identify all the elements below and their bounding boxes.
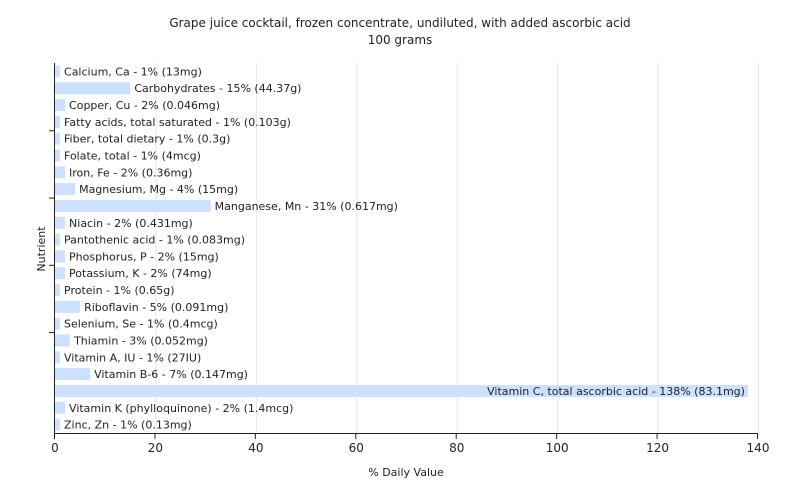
x-tick-label: 60 — [349, 441, 364, 455]
x-tick-label: 120 — [646, 441, 669, 455]
x-tick-label: 100 — [546, 441, 569, 455]
bar — [55, 99, 66, 112]
bar — [55, 250, 66, 263]
bar — [55, 183, 76, 196]
bar — [55, 384, 748, 397]
bar — [55, 82, 131, 95]
bar-label: Thiamin - 3% (0.052mg) — [73, 335, 208, 348]
bar — [55, 65, 61, 78]
bar-label: Carbohydrates - 15% (44.37g) — [134, 82, 301, 95]
x-tick-label: 0 — [51, 441, 59, 455]
x-tick-label: 80 — [449, 441, 464, 455]
bar — [55, 267, 66, 280]
x-tick-label: 40 — [248, 441, 263, 455]
bar — [55, 284, 61, 297]
bar-label: Vitamin A, IU - 1% (27IU) — [64, 351, 201, 364]
grid-lines — [155, 63, 759, 433]
y-axis-label: Nutrient — [35, 226, 48, 272]
bar — [55, 199, 211, 212]
bar — [55, 368, 91, 381]
bar-label: Fiber, total dietary - 1% (0.3g) — [64, 133, 230, 146]
bar — [55, 351, 61, 364]
bar-label: Vitamin K (phylloquinone) - 2% (1.4mcg) — [69, 402, 293, 415]
bar — [55, 317, 61, 330]
x-tick-label: 20 — [148, 441, 163, 455]
bar-label: Calcium, Ca - 1% (13mg) — [64, 65, 202, 78]
bar — [55, 401, 66, 414]
axes: 0 20 40 60 80 100 120 140 — [49, 63, 769, 455]
bar-label: Phosphorus, P - 2% (15mg) — [69, 250, 219, 263]
x-tick-label: 140 — [747, 441, 770, 455]
bar — [55, 418, 61, 431]
bars: Calcium, Ca - 1% (13mg) Carbohydrates - 1… — [55, 65, 748, 432]
bar — [55, 149, 61, 162]
bar-label: Magnesium, Mg - 4% (15mg) — [79, 183, 238, 196]
bar-label: Zinc, Zn - 1% (0.13mg) — [64, 419, 192, 432]
bar-label: Potassium, K - 2% (74mg) — [69, 267, 212, 280]
chart-subtitle: 100 grams — [368, 33, 433, 47]
bar — [55, 132, 61, 145]
bar — [55, 166, 66, 179]
bar-label: Riboflavin - 5% (0.091mg) — [84, 301, 228, 314]
bar — [55, 216, 66, 229]
bar — [55, 233, 61, 246]
bar — [55, 115, 61, 128]
bar-label: Pantothenic acid - 1% (0.083mg) — [64, 234, 245, 247]
bar-label: Vitamin C, total ascorbic acid - 138% (8… — [487, 385, 745, 398]
bar-label: Folate, total - 1% (4mcg) — [64, 150, 201, 163]
bar — [55, 300, 81, 313]
bar-label: Copper, Cu - 2% (0.046mg) — [69, 99, 220, 112]
bar-label: Iron, Fe - 2% (0.36mg) — [69, 166, 192, 179]
chart-title: Grape juice cocktail, frozen concentrate… — [169, 16, 630, 30]
bar-label: Manganese, Mn - 31% (0.617mg) — [215, 200, 398, 213]
bar-label: Niacin - 2% (0.431mg) — [69, 217, 193, 230]
x-axis-label: % Daily Value — [368, 466, 444, 479]
bar — [55, 334, 71, 347]
bar-label: Vitamin B-6 - 7% (0.147mg) — [94, 368, 248, 381]
bar-label: Protein - 1% (0.65g) — [64, 284, 175, 297]
bar-label: Selenium, Se - 1% (0.4mcg) — [64, 318, 218, 331]
bar-label: Fatty acids, total saturated - 1% (0.103… — [64, 116, 291, 129]
